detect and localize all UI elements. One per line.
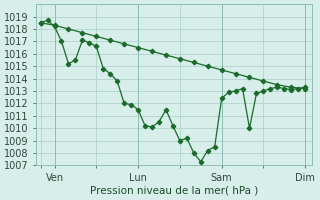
X-axis label: Pression niveau de la mer( hPa ): Pression niveau de la mer( hPa ): [90, 186, 259, 196]
